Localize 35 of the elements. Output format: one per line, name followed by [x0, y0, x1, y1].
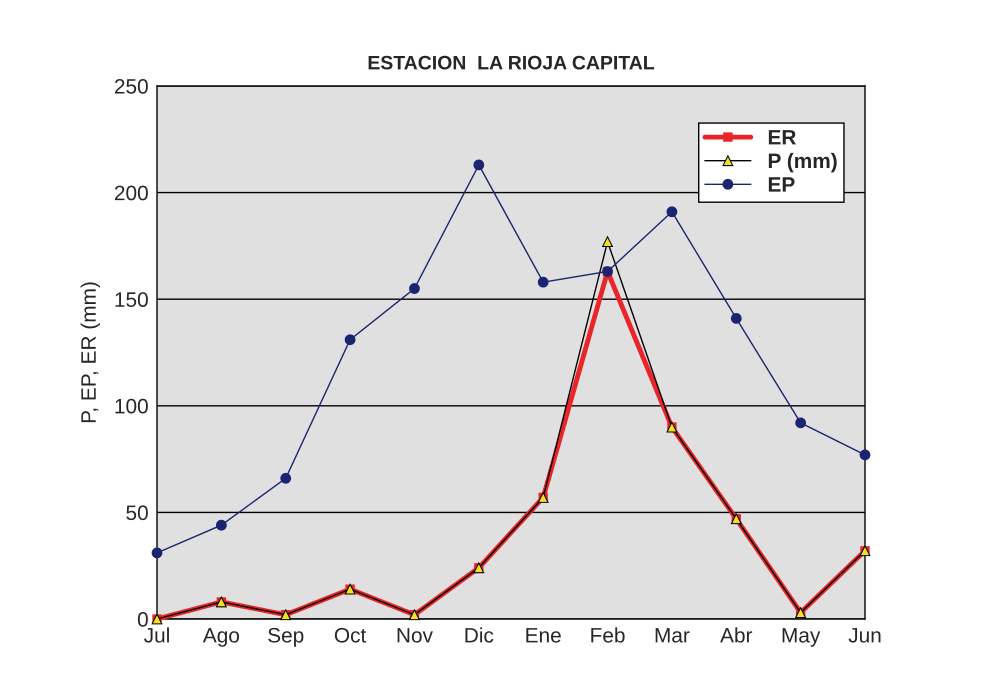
x-tick-label: Sep — [268, 628, 304, 647]
x-tick-label: Ago — [202, 628, 240, 647]
point — [280, 472, 292, 484]
point — [152, 548, 162, 558]
x-tick-label: Abr — [720, 627, 752, 643]
point — [602, 236, 613, 248]
x-tick-label: Jun — [848, 628, 880, 643]
chart-title: ESTACION LA RIOJA CAPITAL — [368, 56, 654, 70]
point — [860, 449, 870, 460]
x-tick-label: Feb — [591, 627, 625, 643]
y-axis-title: P, EP, ER (mm) — [80, 282, 100, 422]
x-tick-label: Ene — [526, 628, 561, 643]
y-tick-label: 200 — [114, 186, 148, 200]
point — [473, 160, 484, 170]
point — [344, 334, 356, 346]
x-tick-label: Dic — [465, 627, 494, 643]
point — [409, 283, 420, 294]
point — [216, 520, 227, 531]
point — [795, 417, 806, 428]
point — [730, 313, 742, 324]
legend-label: P (mm) — [768, 152, 837, 172]
y-tick-label: 50 — [126, 505, 148, 520]
legend-label: ER — [768, 130, 796, 144]
legend-label: EP — [768, 177, 795, 192]
y-tick-label: 150 — [116, 292, 148, 307]
y-tick-label: 250 — [114, 79, 148, 94]
point — [666, 206, 678, 218]
x-tick-label: Jul — [144, 627, 169, 643]
x-tick-label: Oct — [334, 628, 366, 643]
y-tick-label: 0 — [138, 612, 148, 627]
x-tick-label: May — [782, 628, 820, 647]
point — [538, 276, 549, 288]
x-tick-label: Mar — [656, 628, 690, 643]
y-tick-label: 100 — [116, 398, 148, 414]
x-tick-label: Nov — [398, 628, 433, 643]
